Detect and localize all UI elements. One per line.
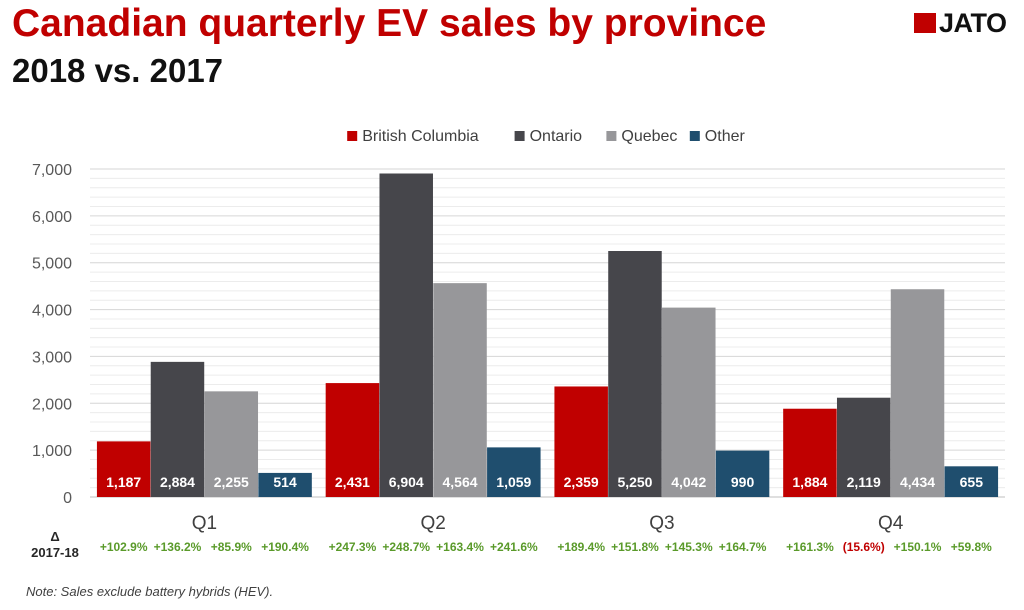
change-label: +136.2% xyxy=(154,540,202,554)
bar xyxy=(608,251,662,497)
bar xyxy=(258,472,312,497)
chart-subtitle: 2018 vs. 2017 xyxy=(12,52,224,89)
data-label: 4,564 xyxy=(443,474,478,490)
data-label: 2,431 xyxy=(335,474,370,490)
bar xyxy=(836,397,891,497)
y-tick-label: 5,000 xyxy=(32,256,72,273)
jato-logo-icon xyxy=(914,13,936,33)
change-label: +59.8% xyxy=(951,540,992,554)
change-row-label: 2017-18 xyxy=(31,545,79,560)
x-tick-label: Q2 xyxy=(420,513,445,534)
legend-swatch xyxy=(689,131,700,141)
data-label: 2,119 xyxy=(847,474,881,490)
data-label: 4,042 xyxy=(671,474,706,490)
bar xyxy=(325,383,380,497)
bar xyxy=(96,441,151,497)
data-label: 514 xyxy=(273,474,297,490)
x-tick-label: Q3 xyxy=(649,513,674,534)
change-row-symbol: Δ xyxy=(50,529,59,544)
change-label: +163.4% xyxy=(436,540,484,554)
change-label: +102.9% xyxy=(100,540,148,554)
legend-label: Quebec xyxy=(621,128,677,145)
bar xyxy=(715,450,770,497)
bar xyxy=(487,447,541,497)
data-label: 1,059 xyxy=(496,474,531,490)
y-tick-label: 1,000 xyxy=(32,443,72,460)
y-tick-label: 6,000 xyxy=(32,209,72,226)
bar xyxy=(783,408,837,497)
legend-label: Ontario xyxy=(530,128,583,145)
bar xyxy=(379,173,433,497)
bar xyxy=(433,283,487,497)
y-tick-label: 0 xyxy=(63,490,72,507)
x-tick-label: Q4 xyxy=(878,513,904,534)
bar xyxy=(150,361,205,497)
y-tick-label: 3,000 xyxy=(32,349,72,366)
bar xyxy=(944,466,999,497)
change-label: +161.3% xyxy=(786,540,834,554)
bar xyxy=(662,307,716,497)
y-tick-label: 7,000 xyxy=(32,162,72,179)
data-label: 6,904 xyxy=(389,474,424,490)
data-label: 5,250 xyxy=(617,474,652,490)
change-label: +247.3% xyxy=(329,540,377,554)
change-label: +248.7% xyxy=(382,540,430,554)
change-label: +145.3% xyxy=(665,540,713,554)
legend-swatch xyxy=(514,131,525,141)
y-tick-label: 2,000 xyxy=(32,396,72,413)
bar xyxy=(204,391,259,497)
legend-label: British Columbia xyxy=(362,128,479,145)
change-label: +150.1% xyxy=(894,540,942,554)
legend-swatch xyxy=(347,131,358,141)
data-label: 2,255 xyxy=(214,474,249,490)
change-label: +241.6% xyxy=(490,540,538,554)
legend-label: Other xyxy=(705,128,746,145)
change-label: (15.6%) xyxy=(843,540,885,554)
jato-logo: JATO xyxy=(914,8,1018,38)
y-tick-label: 4,000 xyxy=(32,303,72,320)
data-label: 2,884 xyxy=(160,474,195,490)
change-label: +189.4% xyxy=(557,540,605,554)
data-label: 2,359 xyxy=(564,474,599,490)
data-label: 990 xyxy=(731,474,755,490)
bar xyxy=(554,386,608,497)
data-label: 4,434 xyxy=(900,474,935,490)
change-label: +164.7% xyxy=(719,540,767,554)
change-label: +85.9% xyxy=(211,540,252,554)
change-label: +190.4% xyxy=(261,540,309,554)
chart-title: Canadian quarterly EV sales by province xyxy=(12,2,767,45)
bar xyxy=(890,289,945,497)
data-label: 1,884 xyxy=(792,474,827,490)
legend-swatch xyxy=(606,131,617,141)
data-label: 655 xyxy=(960,474,984,490)
data-label: 1,187 xyxy=(106,474,141,490)
change-label: +151.8% xyxy=(611,540,659,554)
jato-logo-text: JATO xyxy=(939,8,1007,38)
footnote: Note: Sales exclude battery hybrids (HEV… xyxy=(26,584,274,599)
x-tick-label: Q1 xyxy=(192,513,217,534)
